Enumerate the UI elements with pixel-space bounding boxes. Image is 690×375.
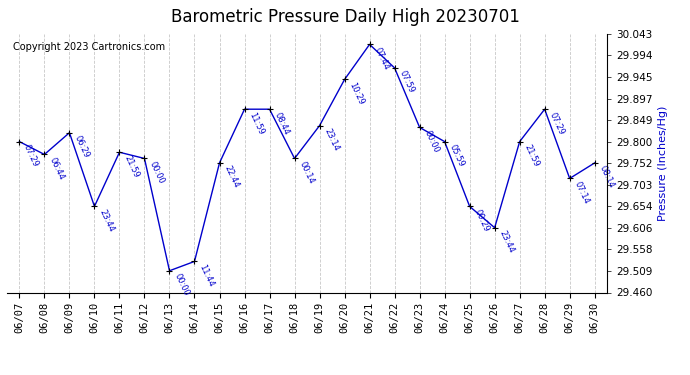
Text: 08:44: 08:44 xyxy=(273,111,290,136)
Text: Copyright 2023 Cartronics.com: Copyright 2023 Cartronics.com xyxy=(13,42,165,51)
Text: 22:44: 22:44 xyxy=(222,164,241,190)
Text: 07:29: 07:29 xyxy=(547,111,566,136)
Text: 07:14: 07:14 xyxy=(573,180,591,205)
Text: 00:29: 00:29 xyxy=(473,208,491,233)
Text: 23:44: 23:44 xyxy=(97,208,115,233)
Text: 07:44: 07:44 xyxy=(373,46,391,71)
Text: 07:59: 07:59 xyxy=(397,69,415,95)
Text: 05:59: 05:59 xyxy=(447,143,466,168)
Text: 23:14: 23:14 xyxy=(322,127,341,153)
Text: 06:29: 06:29 xyxy=(72,134,90,159)
Text: 00:00: 00:00 xyxy=(147,160,166,185)
Text: 11:44: 11:44 xyxy=(197,263,215,288)
Text: 10:29: 10:29 xyxy=(347,81,366,106)
Text: Barometric Pressure Daily High 20230701: Barometric Pressure Daily High 20230701 xyxy=(170,8,520,26)
Text: 06:44: 06:44 xyxy=(47,156,66,181)
Text: 23:44: 23:44 xyxy=(497,229,515,255)
Text: 07:29: 07:29 xyxy=(22,143,41,168)
Y-axis label: Pressure (Inches/Hg): Pressure (Inches/Hg) xyxy=(658,105,669,221)
Text: 11:59: 11:59 xyxy=(247,111,266,136)
Text: 00:14: 00:14 xyxy=(297,160,315,185)
Text: 00:00: 00:00 xyxy=(422,129,441,154)
Text: 08:14: 08:14 xyxy=(598,164,615,190)
Text: 21:59: 21:59 xyxy=(522,143,541,168)
Text: 21:59: 21:59 xyxy=(122,154,141,179)
Text: 00:00: 00:00 xyxy=(172,272,190,297)
